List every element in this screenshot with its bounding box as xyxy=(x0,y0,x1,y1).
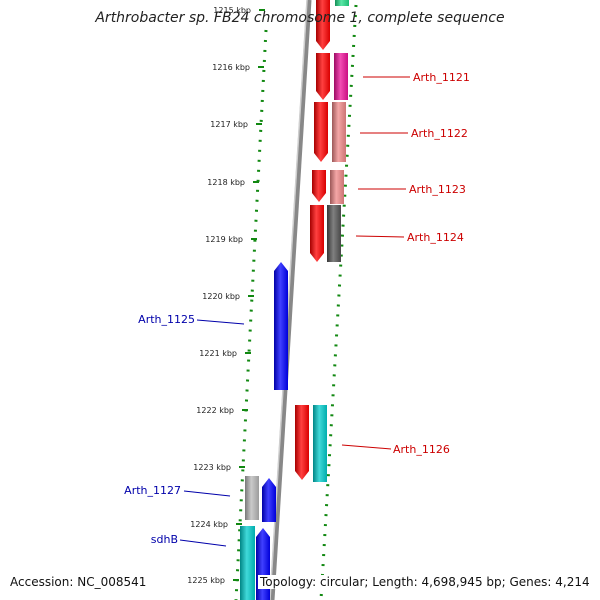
gene-label: Arth_1122 xyxy=(411,127,468,140)
gene-leader-line xyxy=(341,444,392,450)
tick-label: 1220 kbp xyxy=(202,292,240,301)
cds-gray-1127 xyxy=(245,476,259,520)
gene-label: Arth_1125 xyxy=(138,313,195,326)
cds-blue-1127 xyxy=(262,478,276,522)
backbone-line xyxy=(269,0,312,600)
gene-label: Arth_1123 xyxy=(409,183,466,196)
cds-red-top xyxy=(316,0,330,50)
kbp-ruler: 1215 kbp 1216 kbp 1217 kbp 1218 kbp 1219 kbp… xyxy=(187,6,265,585)
tick-label: 1216 kbp xyxy=(212,63,250,72)
cds-cyan-1126 xyxy=(313,405,327,482)
tick-label: 1218 kbp xyxy=(207,178,245,187)
cds-pink-1123 xyxy=(330,170,344,204)
gene-label: Arth_1124 xyxy=(407,231,464,244)
backbone-highlight xyxy=(269,0,308,600)
cds-red-1121 xyxy=(316,53,330,100)
map-title: Arthrobacter sp. FB24 chromosome 1, comp… xyxy=(95,10,505,26)
cds-cyan-sdhb xyxy=(240,526,255,600)
cds-green-top xyxy=(335,0,349,6)
tick-label: 1219 kbp xyxy=(205,235,243,244)
gene-label: Arth_1121 xyxy=(413,71,470,84)
backbone-track xyxy=(269,0,312,600)
tick-label: 1217 kbp xyxy=(210,120,248,129)
cds-red-1123 xyxy=(312,170,326,202)
tick-label: 1222 kbp xyxy=(196,406,234,415)
tick-label: 1223 kbp xyxy=(193,463,231,472)
cds-blue-sdhb xyxy=(256,528,270,600)
gene-leader-line xyxy=(196,319,245,325)
cds-red-1122 xyxy=(314,102,328,162)
accession-label: Accession: NC_008541 xyxy=(8,575,149,589)
feature-track xyxy=(240,0,349,600)
gene-label: sdhB xyxy=(151,533,178,546)
cds-blue-1125 xyxy=(274,262,288,390)
cds-red-1126 xyxy=(295,405,309,480)
tick-label: 1215 kbp xyxy=(213,6,251,15)
tick-label: 1224 kbp xyxy=(190,520,228,529)
tick-label: 1221 kbp xyxy=(199,349,237,358)
tick-label: 1225 kbp xyxy=(187,576,225,585)
gene-leader-line xyxy=(179,539,227,547)
topology-summary: Topology: circular; Length: 4,698,945 bp… xyxy=(258,575,592,589)
cds-red-1124 xyxy=(310,205,324,262)
gene-label: Arth_1126 xyxy=(393,443,450,456)
cds-pink-1122 xyxy=(332,102,346,162)
gene-labels: Arth_1121 Arth_1122 Arth_1123 Arth_1124 Arth… xyxy=(124,71,470,547)
cds-gray-1124 xyxy=(327,205,341,262)
cds-magenta-1121 xyxy=(334,53,348,100)
gene-label: Arth_1127 xyxy=(124,484,181,497)
gene-leader-line xyxy=(183,490,231,497)
gene-leader-line xyxy=(355,235,405,238)
